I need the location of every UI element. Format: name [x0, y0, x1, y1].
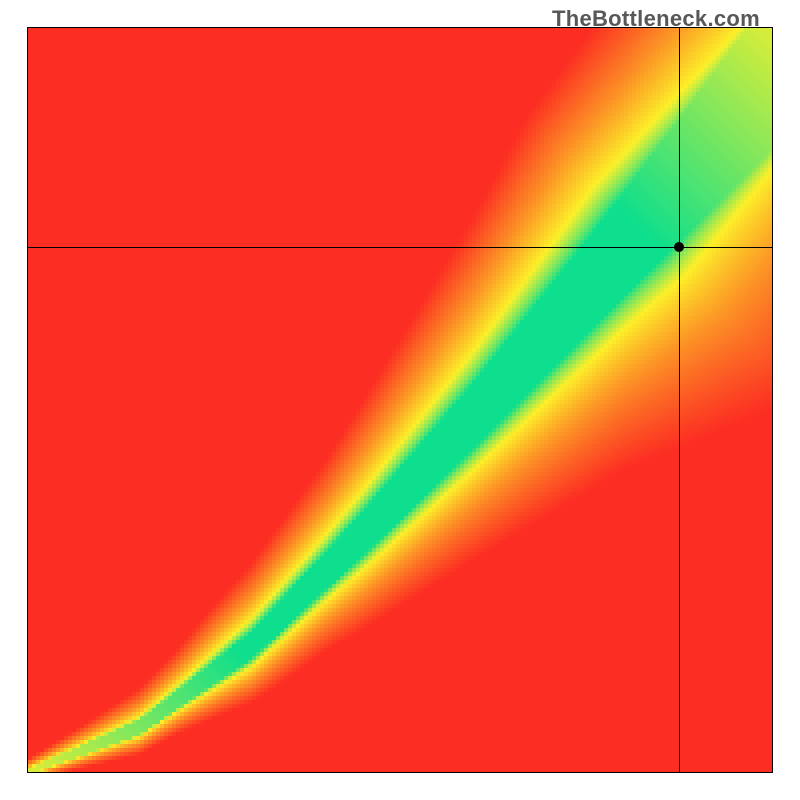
chart-frame [27, 27, 773, 773]
chart-container: TheBottleneck.com [0, 0, 800, 800]
crosshair-horizontal [28, 247, 772, 248]
crosshair-vertical [679, 28, 680, 772]
crosshair-marker-dot [674, 242, 684, 252]
heatmap-canvas [28, 28, 772, 772]
